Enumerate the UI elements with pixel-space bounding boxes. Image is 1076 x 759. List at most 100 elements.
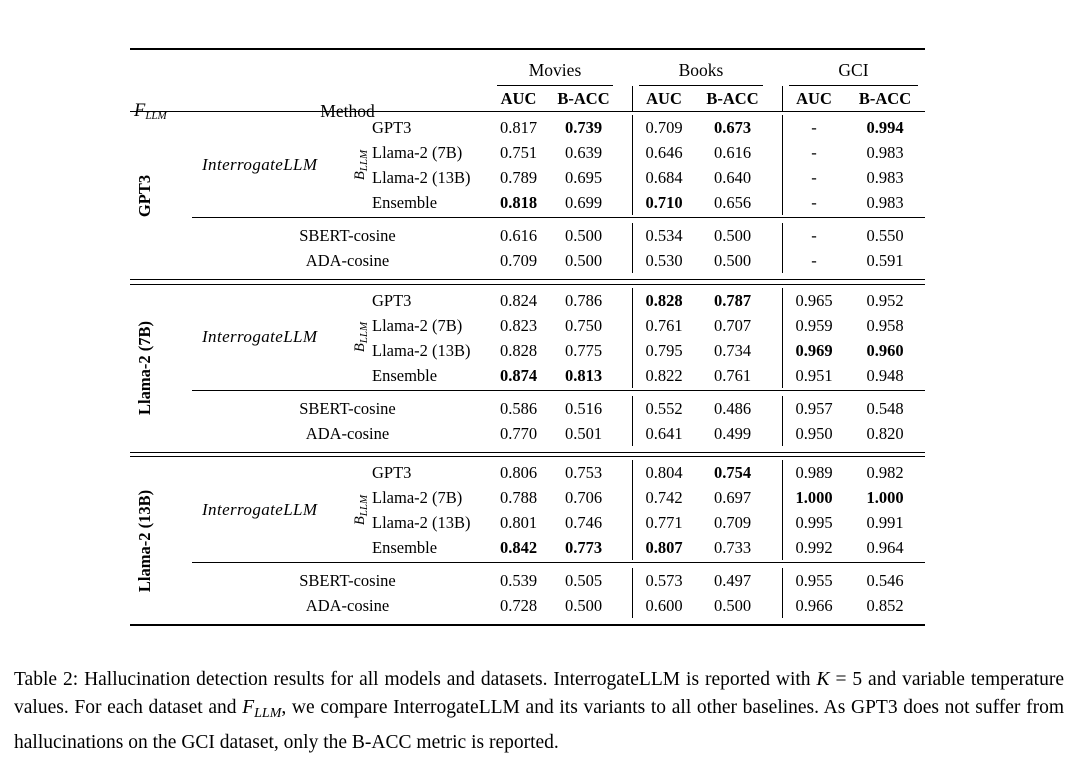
value-cell: 0.500 (564, 251, 603, 270)
baselines-group: SBERT-cosine 0.616 0.500 0.534 0.500 - 0.550 AD… (130, 218, 925, 279)
group-header-movies: Movies (490, 57, 620, 86)
method-cell: Llama-2 (7B) (130, 140, 490, 165)
cmidrule (639, 85, 763, 86)
baselines-group: SBERT-cosine 0.586 0.516 0.552 0.486 0.957 0.5… (130, 391, 925, 452)
table-caption: Table 2: Hallucination detection results… (14, 666, 1064, 758)
group-label: Books (678, 60, 724, 80)
value-cell: 0.640 (713, 168, 752, 187)
value-cell: 0.787 (713, 290, 752, 310)
col-header-auc: AUC (782, 86, 845, 111)
baseline-row: SBERT-cosine 0.539 0.505 0.573 0.497 0.955 0.5… (130, 568, 925, 593)
fllm-block: GPT3 InterrogateLLM BLLM GPT3 0.817 0.739 0.70… (130, 112, 925, 279)
interrogatellm-group: InterrogateLLM BLLM GPT3 0.817 0.739 0.709 0.6… (130, 112, 925, 217)
value-cell: 0.828 (632, 287, 695, 313)
baseline-row: ADA-cosine 0.709 0.500 0.530 0.500 - 0.591 (130, 248, 925, 273)
value-cell: 0.501 (564, 423, 603, 443)
method-cell: Llama-2 (13B) (130, 338, 490, 363)
method-label: Ensemble (372, 193, 438, 212)
value-cell: 0.788 (499, 488, 538, 507)
caption-segment: Table 2: Hallucination detection results… (14, 668, 817, 690)
value-cell: 0.695 (564, 168, 603, 187)
value-cell: 0.786 (564, 290, 603, 310)
method-label: GPT3 (372, 463, 412, 482)
method-cell: GPT3 (130, 460, 490, 485)
caption-segment: = 5 and variable temperature values. For… (14, 668, 1064, 719)
baselines-group: SBERT-cosine 0.539 0.505 0.573 0.497 0.955 0.5… (130, 563, 925, 624)
value-cell: 0.500 (713, 226, 752, 245)
value-cell: 0.817 (499, 118, 538, 137)
value-cell: 0.500 (564, 596, 603, 615)
value-cell: 0.550 (866, 226, 904, 245)
value-cell: 0.982 (866, 463, 904, 482)
group-header-books: Books (632, 57, 770, 86)
method-cell: GPT3 (130, 288, 490, 313)
value-cell: - (782, 190, 845, 215)
value-cell: 0.965 (782, 287, 845, 313)
value-cell: 1.000 (782, 485, 845, 510)
group-header-gci: GCI (782, 57, 925, 86)
value-cell: 1.000 (866, 488, 904, 507)
value-cell: 0.852 (866, 596, 904, 615)
value-cell: 0.710 (632, 190, 695, 215)
cmidrule (789, 85, 918, 86)
baseline-row: ADA-cosine 0.770 0.501 0.641 0.499 0.950 0.820 (130, 420, 925, 446)
method-label: ADA-cosine (305, 423, 390, 443)
value-cell: 0.539 (499, 571, 538, 590)
value-cell: 0.874 (499, 365, 538, 385)
value-cell: 0.989 (782, 460, 845, 485)
fllm-header: FLLM (134, 100, 167, 122)
value-cell: 0.746 (564, 513, 603, 532)
value-cell: 0.773 (564, 538, 603, 557)
col-header-bacc: B-ACC (557, 89, 610, 108)
value-cell: 0.500 (564, 226, 603, 245)
subheader-row: FLLM Method AUC B-ACC AUC B-ACC AUC B-AC… (130, 86, 925, 122)
method-cell: Llama-2 (7B) (130, 485, 490, 510)
value-cell: 0.960 (866, 340, 904, 360)
interrogatellm-label: InterrogateLLM (202, 499, 318, 519)
value-cell: 0.709 (632, 115, 695, 140)
method-cell: Ensemble (130, 535, 490, 560)
col-header-auc: AUC (500, 89, 537, 108)
value-cell: - (782, 165, 845, 190)
value-cell: 0.983 (866, 143, 904, 162)
value-cell: 0.591 (866, 251, 904, 270)
value-cell: 0.486 (713, 398, 752, 418)
value-cell: 0.673 (713, 118, 752, 137)
method-label: Llama-2 (13B) (372, 168, 471, 187)
baseline-separator-rule (192, 389, 925, 391)
value-cell: - (782, 248, 845, 273)
value-cell: 0.753 (564, 463, 603, 482)
top-rule (130, 48, 925, 50)
bottom-rule (130, 624, 925, 626)
block-separator-rule (130, 451, 925, 457)
value-cell: - (782, 223, 845, 248)
table-body: GPT3 InterrogateLLM BLLM GPT3 0.817 0.739 0.70… (130, 112, 925, 624)
baseline-row: ADA-cosine 0.728 0.500 0.600 0.500 0.966 0.852 (130, 593, 925, 618)
method-label: ADA-cosine (305, 596, 390, 615)
method-cell: Ensemble (130, 190, 490, 215)
value-cell: 0.497 (713, 571, 752, 590)
value-cell: 0.983 (866, 168, 904, 187)
caption-segment: K (816, 668, 830, 690)
value-cell: 0.775 (564, 340, 603, 360)
variant-row: GPT3 0.806 0.753 0.804 0.754 0.989 0.982 (130, 460, 925, 485)
value-cell: - (782, 140, 845, 165)
value-cell: 0.646 (632, 140, 695, 165)
caption-segment: , we compare InterrogateLLM and its vari… (14, 697, 1064, 753)
method-label: SBERT-cosine (299, 398, 396, 418)
value-cell: 0.952 (866, 290, 904, 310)
value-cell: 0.770 (499, 423, 538, 443)
variant-row: Ensemble 0.842 0.773 0.807 0.733 0.992 0.964 (130, 535, 925, 560)
col-header-bacc: B-ACC (858, 89, 912, 108)
value-cell: 0.684 (632, 165, 695, 190)
value-cell: 0.995 (782, 510, 845, 535)
method-label: Ensemble (372, 538, 438, 557)
value-cell: 0.600 (632, 593, 695, 618)
method-label: ADA-cosine (305, 251, 390, 270)
value-cell: 0.742 (632, 485, 695, 510)
value-cell: 0.804 (632, 460, 695, 485)
baseline-separator-rule (192, 217, 925, 218)
baseline-row: SBERT-cosine 0.586 0.516 0.552 0.486 0.957 0.5… (130, 395, 925, 421)
variant-row: Ensemble 0.874 0.813 0.822 0.761 0.951 0.948 (130, 362, 925, 388)
interrogatellm-group: InterrogateLLM BLLM GPT3 0.806 0.753 0.804 0.7… (130, 457, 925, 562)
